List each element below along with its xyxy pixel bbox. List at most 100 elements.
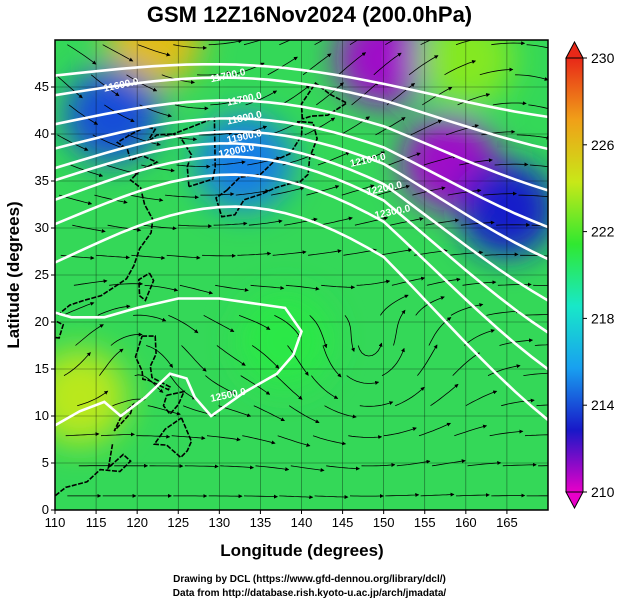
x-axis-label: Longitude (degrees) bbox=[220, 541, 383, 560]
temperature-blob bbox=[237, 292, 334, 389]
streamline bbox=[375, 117, 406, 136]
streamline bbox=[321, 284, 356, 290]
streamline bbox=[311, 375, 339, 399]
streamline bbox=[383, 427, 417, 437]
streamline bbox=[528, 104, 548, 109]
y-tick-label: 0 bbox=[42, 502, 49, 517]
streamline bbox=[455, 40, 474, 46]
streamlines bbox=[55, 40, 548, 500]
streamline bbox=[279, 40, 292, 46]
streamline bbox=[308, 249, 342, 256]
streamline bbox=[523, 372, 548, 376]
streamline bbox=[356, 279, 391, 286]
map-title: GSM 12Z16Nov2024 (200.0hPa) bbox=[146, 2, 473, 27]
streamline bbox=[349, 40, 359, 46]
streamline bbox=[447, 188, 482, 196]
streamline bbox=[68, 104, 99, 125]
streamline bbox=[181, 345, 207, 372]
streamline bbox=[203, 315, 235, 332]
streamline bbox=[127, 134, 161, 147]
streamline bbox=[420, 40, 432, 46]
streamline bbox=[417, 344, 438, 376]
streamline bbox=[489, 429, 524, 437]
streamline bbox=[344, 315, 355, 353]
streamline bbox=[248, 219, 283, 226]
streamline bbox=[408, 55, 439, 76]
streamline bbox=[534, 344, 548, 346]
y-axis-label: Latitude (degrees) bbox=[4, 201, 23, 348]
coastline bbox=[152, 417, 193, 459]
streamline bbox=[141, 164, 175, 173]
streamline bbox=[521, 314, 548, 316]
x-tick-label: 130 bbox=[208, 515, 230, 530]
streamline bbox=[393, 309, 406, 346]
streamline bbox=[497, 282, 532, 287]
streamline bbox=[107, 224, 142, 232]
streamline bbox=[277, 435, 311, 447]
streamline bbox=[312, 435, 347, 446]
colorbar-tick-label: 230 bbox=[591, 50, 615, 66]
y-tick-label: 5 bbox=[42, 455, 49, 470]
credit-drawing: Drawing by DCL (https://www.gfd-dennou.o… bbox=[173, 574, 446, 585]
streamline bbox=[467, 460, 502, 467]
streamline bbox=[166, 254, 201, 260]
x-tick-label: 120 bbox=[126, 515, 148, 530]
streamline bbox=[304, 117, 336, 136]
x-tick-label: 160 bbox=[455, 515, 477, 530]
streamline bbox=[533, 284, 548, 286]
streamline bbox=[178, 224, 213, 229]
streamline bbox=[499, 338, 534, 346]
streamline bbox=[55, 74, 83, 99]
streamline bbox=[253, 405, 285, 422]
streamline bbox=[380, 294, 409, 316]
streamline bbox=[515, 74, 548, 81]
height-contours bbox=[55, 63, 548, 427]
streamline bbox=[524, 434, 548, 437]
y-tick-label: 45 bbox=[35, 79, 49, 94]
streamline bbox=[146, 345, 173, 368]
streamline bbox=[90, 74, 120, 97]
streamline bbox=[463, 329, 495, 346]
contour-12500.0 bbox=[55, 297, 303, 427]
streamline bbox=[208, 40, 243, 46]
streamline bbox=[65, 432, 100, 437]
streamline bbox=[381, 347, 405, 376]
streamline bbox=[200, 192, 235, 197]
streamline bbox=[237, 251, 272, 256]
streamline bbox=[73, 279, 108, 286]
streamline bbox=[102, 44, 134, 62]
streamline bbox=[526, 44, 548, 49]
streamline bbox=[306, 185, 340, 196]
streamline bbox=[242, 435, 276, 445]
streamline bbox=[501, 398, 535, 407]
streamline bbox=[142, 224, 177, 231]
streamline bbox=[213, 221, 248, 226]
streamline bbox=[357, 342, 383, 357]
streamline bbox=[314, 495, 349, 500]
streamline bbox=[432, 459, 466, 467]
streamline bbox=[100, 432, 135, 437]
streamline bbox=[459, 158, 493, 166]
streamline bbox=[72, 224, 106, 233]
streamline bbox=[462, 280, 497, 286]
streamline bbox=[67, 44, 97, 65]
streamline bbox=[109, 281, 144, 286]
streamline bbox=[63, 352, 91, 376]
streamline bbox=[314, 40, 324, 46]
contour-12300.0 bbox=[55, 173, 548, 371]
colorbar-tick-label: 218 bbox=[591, 310, 615, 326]
streamline bbox=[324, 405, 357, 419]
streamline bbox=[420, 492, 455, 497]
colorbar-ramp bbox=[565, 57, 584, 493]
streamline bbox=[450, 303, 484, 316]
streamline bbox=[215, 284, 249, 292]
coastline bbox=[137, 272, 155, 302]
streamline bbox=[309, 315, 328, 349]
x-tick-label: 155 bbox=[414, 515, 436, 530]
streamline bbox=[216, 345, 246, 366]
streamline bbox=[129, 194, 164, 202]
contour-12000.0 bbox=[55, 130, 548, 261]
streamline bbox=[378, 248, 413, 256]
streamline bbox=[96, 254, 130, 260]
